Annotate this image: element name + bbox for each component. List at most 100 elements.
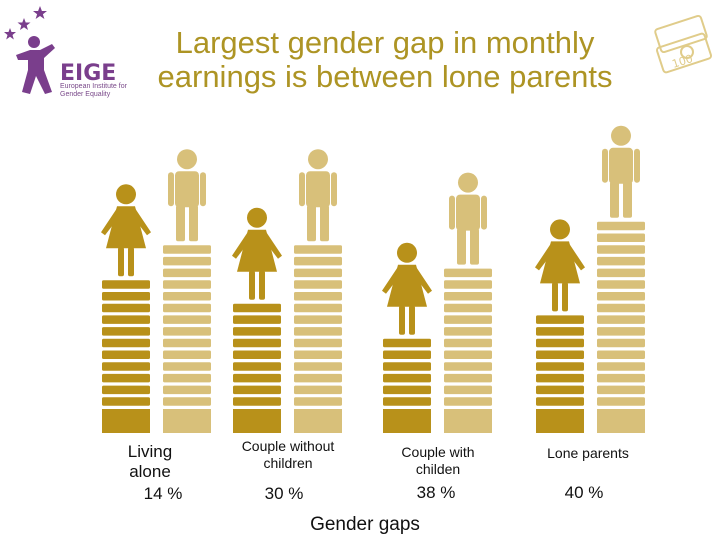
coin xyxy=(102,292,150,301)
men-bar-0-base xyxy=(163,409,211,433)
coin xyxy=(163,315,211,324)
coin xyxy=(163,338,211,348)
coin xyxy=(102,327,150,336)
coin xyxy=(536,350,584,359)
coin xyxy=(102,397,150,406)
coin xyxy=(233,327,281,336)
coin xyxy=(233,338,281,348)
coin xyxy=(444,280,492,289)
coin xyxy=(383,362,431,371)
category-label-0: Living alone xyxy=(127,442,173,481)
coin xyxy=(294,268,342,278)
coin xyxy=(102,385,150,395)
women-bar-0-base xyxy=(102,409,150,433)
coin xyxy=(597,350,645,359)
category-label-3: Lone parents xyxy=(547,445,629,461)
coin xyxy=(163,373,211,383)
coin xyxy=(597,315,645,324)
coin xyxy=(597,373,645,383)
man-figure-1 xyxy=(299,149,337,242)
coin xyxy=(444,362,492,371)
coin xyxy=(102,373,150,383)
coin xyxy=(102,315,150,324)
coin xyxy=(536,362,584,371)
coin xyxy=(102,280,150,289)
men-bar-3 xyxy=(597,221,645,433)
coin xyxy=(294,373,342,383)
coin xyxy=(444,397,492,406)
coin xyxy=(597,327,645,336)
coin xyxy=(163,327,211,336)
men-bar-2 xyxy=(444,268,492,433)
coin xyxy=(597,256,645,266)
coin xyxy=(163,385,211,395)
coin xyxy=(597,280,645,289)
coin xyxy=(536,385,584,395)
coin xyxy=(444,373,492,383)
coin xyxy=(233,315,281,324)
men-bar-1 xyxy=(294,245,342,433)
gap-label-1: 30 % xyxy=(264,484,304,503)
coin xyxy=(597,397,645,406)
women-bar-2 xyxy=(383,338,431,433)
coin xyxy=(536,327,584,336)
coin xyxy=(294,245,342,254)
coin xyxy=(294,256,342,266)
coin xyxy=(294,303,342,313)
coin xyxy=(444,292,492,301)
coin xyxy=(294,338,342,348)
women-bar-1 xyxy=(233,303,281,433)
coin xyxy=(597,245,645,254)
coin xyxy=(444,327,492,336)
women-bar-3 xyxy=(536,315,584,433)
svg-text:100: 100 xyxy=(670,52,694,71)
coin xyxy=(163,280,211,289)
coin xyxy=(294,397,342,406)
coin xyxy=(294,385,342,395)
coin xyxy=(294,315,342,324)
coin xyxy=(163,303,211,313)
man-figure-0 xyxy=(168,149,206,242)
man-figure-3 xyxy=(602,125,640,218)
coin xyxy=(233,373,281,383)
coin xyxy=(233,350,281,359)
men-bar-2-base xyxy=(444,409,492,433)
coin xyxy=(294,362,342,371)
gap-label-0: 14 % xyxy=(143,484,183,503)
coin xyxy=(597,221,645,231)
coin xyxy=(233,303,281,313)
woman-figure-0 xyxy=(101,184,151,277)
coin xyxy=(163,350,211,359)
coin xyxy=(444,385,492,395)
coin xyxy=(102,362,150,371)
coin xyxy=(444,315,492,324)
coin xyxy=(444,268,492,278)
coin xyxy=(163,256,211,266)
man-figure-2 xyxy=(449,172,487,265)
category-label-1: Couple without children xyxy=(241,438,335,471)
coin xyxy=(163,268,211,278)
coin xyxy=(597,362,645,371)
woman-figure-3 xyxy=(535,219,585,312)
coin xyxy=(163,245,211,254)
coin xyxy=(383,373,431,383)
x-axis-label: Gender gaps xyxy=(310,514,420,535)
coin xyxy=(444,338,492,348)
coin xyxy=(536,315,584,324)
women-bar-0 xyxy=(102,280,150,433)
banknotes-icon: 100 xyxy=(645,8,720,93)
coin xyxy=(597,303,645,313)
coin xyxy=(597,233,645,242)
coin xyxy=(294,327,342,336)
coin xyxy=(383,338,431,348)
coin xyxy=(233,385,281,395)
men-bar-1-base xyxy=(294,409,342,433)
coin xyxy=(597,385,645,395)
coin xyxy=(597,338,645,348)
gap-label-2: 38 % xyxy=(416,483,456,502)
coin xyxy=(444,350,492,359)
coin xyxy=(102,303,150,313)
coin xyxy=(294,280,342,289)
men-bar-3-base xyxy=(597,409,645,433)
